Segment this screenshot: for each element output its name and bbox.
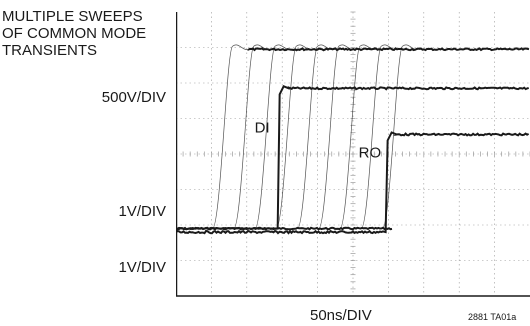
channel-3-scale-label: 1V/DIV <box>118 259 166 276</box>
channel-1-sweep <box>212 44 259 229</box>
grid <box>176 11 530 297</box>
title-line-2: OF COMMON MODE <box>2 25 147 42</box>
figure-id: 2881 TA01a <box>468 312 517 322</box>
channel-1-high <box>247 47 530 52</box>
channel-1-sweep <box>297 44 344 229</box>
trace-tag-ro: RO <box>359 145 382 162</box>
channel-1-sweep <box>360 44 408 229</box>
channel-3-trace <box>176 131 530 235</box>
channel-1-sweep <box>318 44 365 229</box>
chart-title: MULTIPLE SWEEPS OF COMMON MODE TRANSIENT… <box>2 8 177 59</box>
channel-1-scale-label: 500V/DIV <box>101 89 166 106</box>
traces <box>176 44 530 235</box>
channel-1-sweep <box>233 44 280 229</box>
channel-1-baseline <box>176 226 393 231</box>
channel-1-sweep <box>382 44 429 229</box>
channel-1-sweep <box>339 44 386 229</box>
channel-2-scale-label: 1V/DIV <box>118 203 166 220</box>
channel-2-trace <box>176 85 530 231</box>
title-line-1: MULTIPLE SWEEPS <box>2 8 143 25</box>
oscilloscope-plot: DI RO <box>176 11 530 297</box>
trace-tag-di: DI <box>255 120 270 137</box>
axes <box>176 12 530 297</box>
channel-1-sweep <box>275 44 323 229</box>
channel-1-sweep <box>254 44 301 229</box>
x-axis-label: 50ns/DIV <box>310 307 372 324</box>
title-line-3: TRANSIENTS <box>2 42 98 59</box>
trace-tags: DI RO <box>255 120 381 162</box>
